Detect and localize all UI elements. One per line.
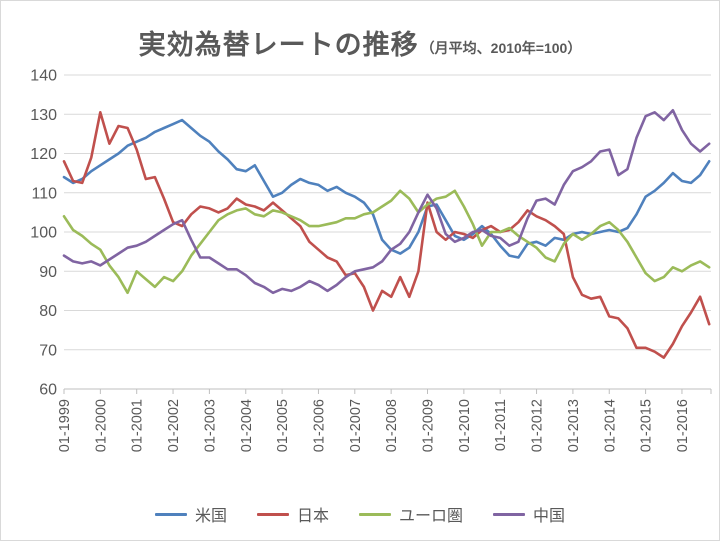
legend-swatch-china (493, 512, 526, 516)
x-axis-label-01-2007: 01-2007 (348, 399, 364, 452)
x-axis-label-01-2009: 01-2009 (421, 399, 437, 452)
chart-title: 実効為替レートの推移 (138, 30, 419, 61)
x-axis-label-01-2008: 01-2008 (384, 399, 400, 452)
legend-item-china: 中国 (493, 502, 565, 526)
legend-label-us: 米国 (194, 508, 227, 525)
legend-swatch-euro (359, 512, 391, 516)
x-axis-label-01-2014: 01-2014 (602, 399, 618, 452)
chart-subtitle: （月平均、2010年=100） (420, 40, 582, 56)
x-axis-label-01-2003: 01-2003 (202, 399, 218, 452)
x-axis-label-01-2005: 01-2005 (275, 399, 291, 452)
legend-item-japan: 日本 (256, 502, 329, 526)
legend-label-japan: 日本 (296, 508, 329, 525)
legend-swatch-us (154, 512, 187, 516)
series-line-japan (62, 110, 711, 359)
x-axis-label-01-2012: 01-2012 (530, 399, 546, 452)
y-axis-label-70: 70 (39, 342, 57, 359)
y-axis-label-90: 90 (39, 264, 57, 281)
y-axis-label-120: 120 (30, 146, 57, 163)
x-axis-label-01-2002: 01-2002 (166, 399, 182, 452)
x-axis-label-01-2006: 01-2006 (311, 399, 327, 452)
x-axis-label-01-2001: 01-2001 (130, 399, 146, 452)
y-axis-label-130: 130 (30, 107, 57, 124)
series-line-euro (62, 189, 711, 295)
series-line-us (62, 118, 711, 259)
legend-label-euro: ユーロ圏 (399, 508, 464, 525)
x-axis-label-01-2011: 01-2011 (493, 399, 509, 451)
x-axis-label-01-2004: 01-2004 (239, 399, 255, 452)
y-axis-label-100: 100 (30, 225, 57, 242)
x-axis-label-01-1999: 01-1999 (57, 399, 73, 452)
series-line-china (62, 108, 711, 295)
y-axis-label-80: 80 (39, 303, 57, 320)
chart-header: 実効為替レートの推移 （月平均、2010年=100） (1, 1, 719, 61)
legend-item-euro: ユーロ圏 (359, 502, 463, 526)
legend-item-us: 米国 (154, 502, 227, 526)
legend-label-china: 中国 (533, 508, 566, 525)
x-axis-label-01-2015: 01-2015 (639, 399, 655, 452)
x-axis-label-01-2013: 01-2013 (566, 399, 582, 452)
x-axis-label-01-2000: 01-2000 (93, 399, 109, 452)
legend: 米国 日本 ユーロ圏 中国 (1, 502, 719, 526)
y-axis-label-140: 140 (30, 68, 57, 85)
x-axis-label-01-2010: 01-2010 (457, 399, 473, 452)
legend-swatch-japan (256, 512, 289, 516)
y-axis-label-110: 110 (31, 185, 57, 202)
x-axis-label-01-2016: 01-2016 (675, 399, 691, 452)
y-axis-label-60: 60 (39, 382, 57, 399)
plot-area: 60 70 80 90 100 110 120 130 140 01-1999 01-2000 01-… (30, 68, 712, 452)
